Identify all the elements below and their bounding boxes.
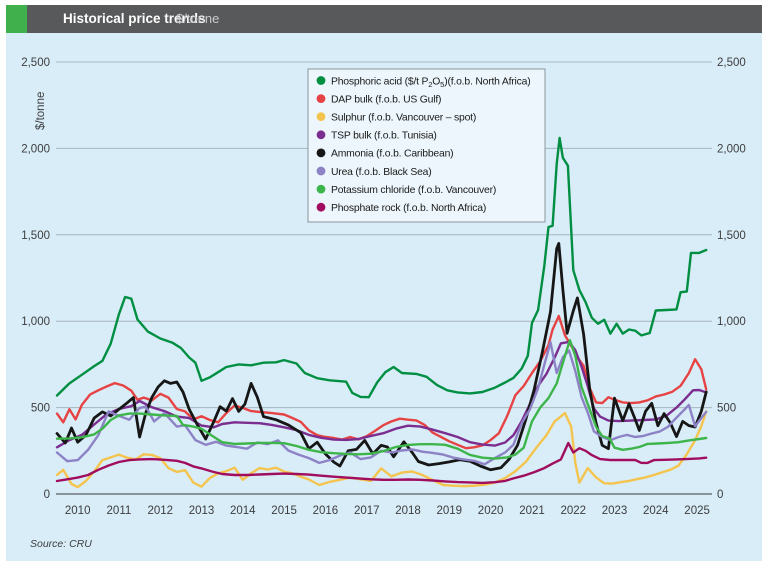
series-lines [55, 136, 708, 489]
legend: Phosphoric acid ($/t P2O5)(f.o.b. North … [307, 68, 546, 223]
header-accent-square [6, 5, 27, 33]
legend-label-tsp-bulk: TSP bulk (f.o.b. Tunisia) [331, 131, 437, 142]
series-line-sulphur [55, 410, 708, 489]
x-tick-2018: 2018 [395, 505, 421, 517]
x-tick-2015: 2015 [271, 505, 297, 517]
x-tick-2011: 2011 [107, 505, 132, 517]
x-tick-2023: 2023 [602, 505, 628, 517]
legend-swatch-potassium-chloride [316, 184, 326, 194]
y-axis-labels-left: 0 500 1,000 1,500 2,000 2,500 [21, 57, 50, 501]
figure-units-label: $/tonne [176, 11, 220, 26]
legend-swatch-sulphur [316, 112, 326, 122]
x-tick-2019: 2019 [437, 505, 463, 517]
x-tick-2014: 2014 [230, 505, 256, 517]
y-tick-left-1500: 1,500 [21, 230, 50, 242]
legend-label-dap-bulk: DAP bulk (f.o.b. US Gulf) [331, 94, 441, 105]
legend-label-potassium-chloride: Potassium chloride (f.o.b. Vancouver) [331, 185, 496, 196]
legend-label-urea: Urea (f.o.b. Black Sea) [331, 167, 432, 178]
series-line-potassium-chloride [55, 339, 708, 460]
legend-label-ammonia: Ammonia (f.o.b. Caribbean) [331, 149, 453, 160]
x-axis-labels: 2010 2011 2012 2013 2014 2015 2016 2017 2018 2019… [65, 505, 710, 517]
y-tick-right-1000: 1,000 [717, 316, 746, 328]
y-tick-left-2500: 2,500 [21, 57, 50, 69]
x-tick-2013: 2013 [189, 505, 215, 517]
y-tick-right-2000: 2,000 [717, 143, 746, 155]
y-tick-right-1500: 1,500 [717, 230, 746, 242]
series-line-urea [55, 341, 708, 466]
series-line-ammonia [55, 241, 708, 472]
legend-swatch-phosphoric-acid [316, 76, 326, 85]
y-tick-left-2000: 2,000 [21, 143, 50, 155]
x-tick-2020: 2020 [478, 505, 504, 517]
y-tick-right-0: 0 [717, 489, 723, 501]
y-tick-right-500: 500 [717, 403, 736, 415]
x-tick-2017: 2017 [354, 505, 380, 517]
x-tick-2022: 2022 [561, 505, 587, 517]
x-tick-2025: 2025 [684, 505, 710, 517]
legend-swatch-phosphate-rock [316, 202, 326, 212]
legend-box [307, 68, 546, 223]
y-tick-left-500: 500 [31, 403, 50, 415]
y-axis-title: $/tonne [35, 92, 47, 130]
y-axis-labels-right: 0 500 1,000 1,500 2,000 2,500 [717, 57, 746, 501]
figure-title: Historical price trends [63, 11, 206, 26]
legend-swatch-dap-bulk [316, 94, 326, 103]
series-line-dap-bulk [55, 314, 708, 450]
chart-panel: 0 500 1,000 1,500 2,000 2,500 0 500 1,000 1,500 2… [6, 33, 762, 561]
x-tick-2016: 2016 [313, 505, 339, 517]
series-line-phosphate-rock [55, 441, 708, 485]
x-tick-2012: 2012 [148, 505, 174, 517]
x-tick-2010: 2010 [65, 505, 91, 517]
x-tick-2021: 2021 [519, 505, 545, 517]
legend-swatch-ammonia [316, 148, 326, 158]
legend-label-phosphoric-acid: Phosphoric acid ($/t P2O5)(f.o.b. North … [331, 76, 530, 89]
source-note: Source: CRU [30, 538, 92, 550]
legend-swatch-urea [316, 166, 326, 176]
series-line-phosphoric-acid [55, 136, 708, 399]
price-trends-chart: 0 500 1,000 1,500 2,000 2,500 0 500 1,000 1,500 2… [21, 57, 746, 550]
y-tick-left-0: 0 [44, 489, 50, 501]
figure-header: Historical price trends $/tonne [6, 5, 762, 33]
y-tick-left-1000: 1,000 [21, 316, 50, 328]
legend-label-phosphate-rock: Phosphate rock (f.o.b. North Africa) [331, 203, 486, 214]
legend-label-sulphur: Sulphur (f.o.b. Vancouver – spot) [331, 113, 476, 124]
y-tick-right-2500: 2,500 [717, 57, 746, 69]
x-tick-2024: 2024 [643, 505, 669, 517]
legend-swatch-tsp-bulk [316, 130, 326, 140]
